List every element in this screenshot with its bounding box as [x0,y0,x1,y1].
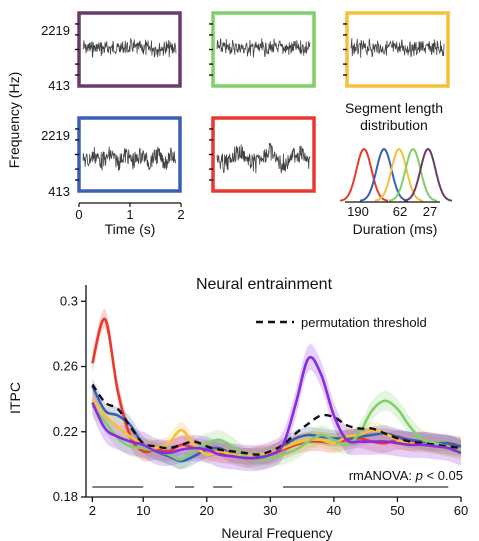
chart-title: Neural entrainment [196,276,333,293]
x-axis-label: Neural Frequency [221,525,332,541]
frequency-axis-label: Frequency (Hz) [6,72,22,168]
waveform-trace-red [216,142,311,174]
duration-tick-62: 62 [393,204,407,219]
x-tick-label-0: 2 [89,503,96,518]
y-tick-label-top-row-lower: 413 [48,78,70,93]
distribution-title-line-1: Segment length [345,100,443,116]
distribution-curve-yellow [374,147,424,202]
x-tick-label-2: 20 [200,503,214,518]
legend-label: permutation threshold [301,315,427,330]
x-tick-label-6: 60 [454,503,468,518]
legend: permutation threshold [256,315,427,330]
time-axis-label: Time (s) [105,221,156,237]
spectrogram-panel-blue [75,116,182,193]
distribution-title-line-2: distribution [360,117,428,133]
duration-tick-190: 190 [347,204,369,219]
x-tick-label-1: 10 [136,503,150,518]
x-tick-label-3: 30 [263,503,277,518]
distribution-curve-green [388,147,438,202]
neural-entrainment-chart: Neural entrainment ITPC Neural Frequency… [7,276,468,541]
spectrogram-panel-green [209,11,316,88]
y-tick-label-1: 0.22 [53,424,78,439]
time-tick-label-2: 2 [177,207,184,222]
itpc-series-violet [91,356,462,460]
time-tick-label-0: 0 [75,207,82,222]
duration-tick-27: 27 [423,204,437,219]
distribution-curve-purple [403,147,453,202]
waveform-trace-yellow [350,38,445,58]
y-tick-label-bottom-row-upper: 2219 [41,128,70,143]
duration-axis-label: Duration (ms) [353,221,438,237]
spectrogram-panel-red [209,116,316,193]
time-axis: 0 1 2 Time (s) [75,202,185,237]
waveform-trace-green [216,38,311,58]
spectrogram-panel-yellow [343,11,450,88]
segment-length-distribution: Segment length distribution 190 62 27 Du… [339,100,453,237]
spectrogram-panel-purple [75,11,182,88]
waveform-trace-purple [82,37,177,58]
distribution-curve-blue [359,147,409,202]
y-tick-label-top-row-upper: 2219 [41,23,70,38]
y-tick-label-bottom-row-lower: 413 [48,184,70,199]
x-tick-label-5: 50 [390,503,404,518]
rmanova-annotation: rmANOVA: p < 0.05 [349,468,463,483]
time-tick-label-1: 1 [126,207,133,222]
distribution-curve-red [339,147,389,202]
y-axis-label: ITPC [7,382,23,414]
y-tick-label-3: 0.3 [60,293,78,308]
y-tick-label-2: 0.26 [53,359,78,374]
permutation-threshold-line [91,383,462,456]
y-tick-label-0: 0.18 [53,489,78,504]
stimulus-panels: Frequency (Hz) 2219 413 2219 413 0 1 2 T… [6,11,453,237]
x-tick-label-4: 40 [327,503,341,518]
waveform-trace-blue [82,146,177,171]
